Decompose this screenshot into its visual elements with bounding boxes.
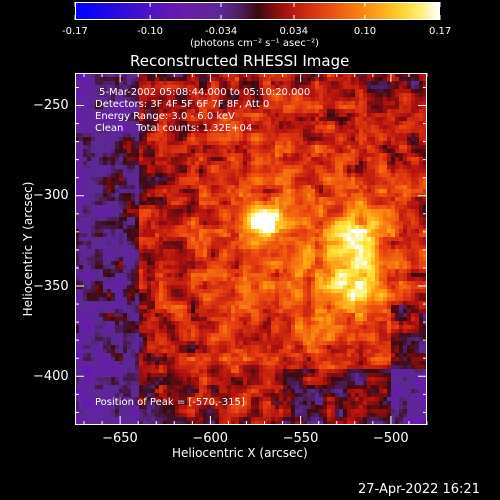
- annotation-detectors: Detectors: 3F 4F 5F 6F 7F 8F, Att 0: [95, 99, 270, 110]
- y-tick-label: −400: [33, 368, 69, 384]
- colorbar-tick-label: 0.034: [279, 26, 309, 37]
- y-tick-label: −300: [33, 188, 69, 204]
- colorbar-tick-label: -0.17: [62, 26, 88, 37]
- colorbar-tick-label: -0.034: [205, 26, 238, 37]
- x-axis-label: Heliocentric X (arcsec): [172, 446, 308, 460]
- colorbar-tick-label: -0.10: [137, 26, 164, 37]
- x-tick-label: −600: [192, 431, 229, 446]
- annotation-peak-position: Position of Peak = [-570,-315]: [95, 397, 245, 408]
- image-map: [75, 73, 427, 425]
- plot-title: Reconstructed RHESSI Image: [130, 52, 350, 70]
- x-tick-label: −500: [372, 431, 409, 446]
- x-tick-label: −650: [102, 431, 138, 446]
- colorbar-tick-label: 0.10: [353, 26, 377, 37]
- colorbar: [75, 2, 440, 20]
- x-tick-label: −550: [282, 431, 319, 446]
- plot-frame: [75, 73, 427, 425]
- annotation-method: Clean Total counts: 1.32E+04: [95, 123, 253, 134]
- y-tick-label: −250: [33, 97, 69, 113]
- colorbar-tick-label: 0.17: [429, 26, 452, 37]
- colorbar-units-label: (photons cm⁻² s⁻¹ asec⁻²): [190, 38, 320, 49]
- annotation-energy: Energy Range: 3.0 - 6.0 keV: [95, 111, 235, 122]
- annotation-time-range: 5-Mar-2002 05:08:44.000 to 05:10:20.000: [99, 87, 311, 98]
- timestamp: 27-Apr-2022 16:21: [358, 482, 480, 497]
- y-tick-label: −350: [33, 278, 69, 294]
